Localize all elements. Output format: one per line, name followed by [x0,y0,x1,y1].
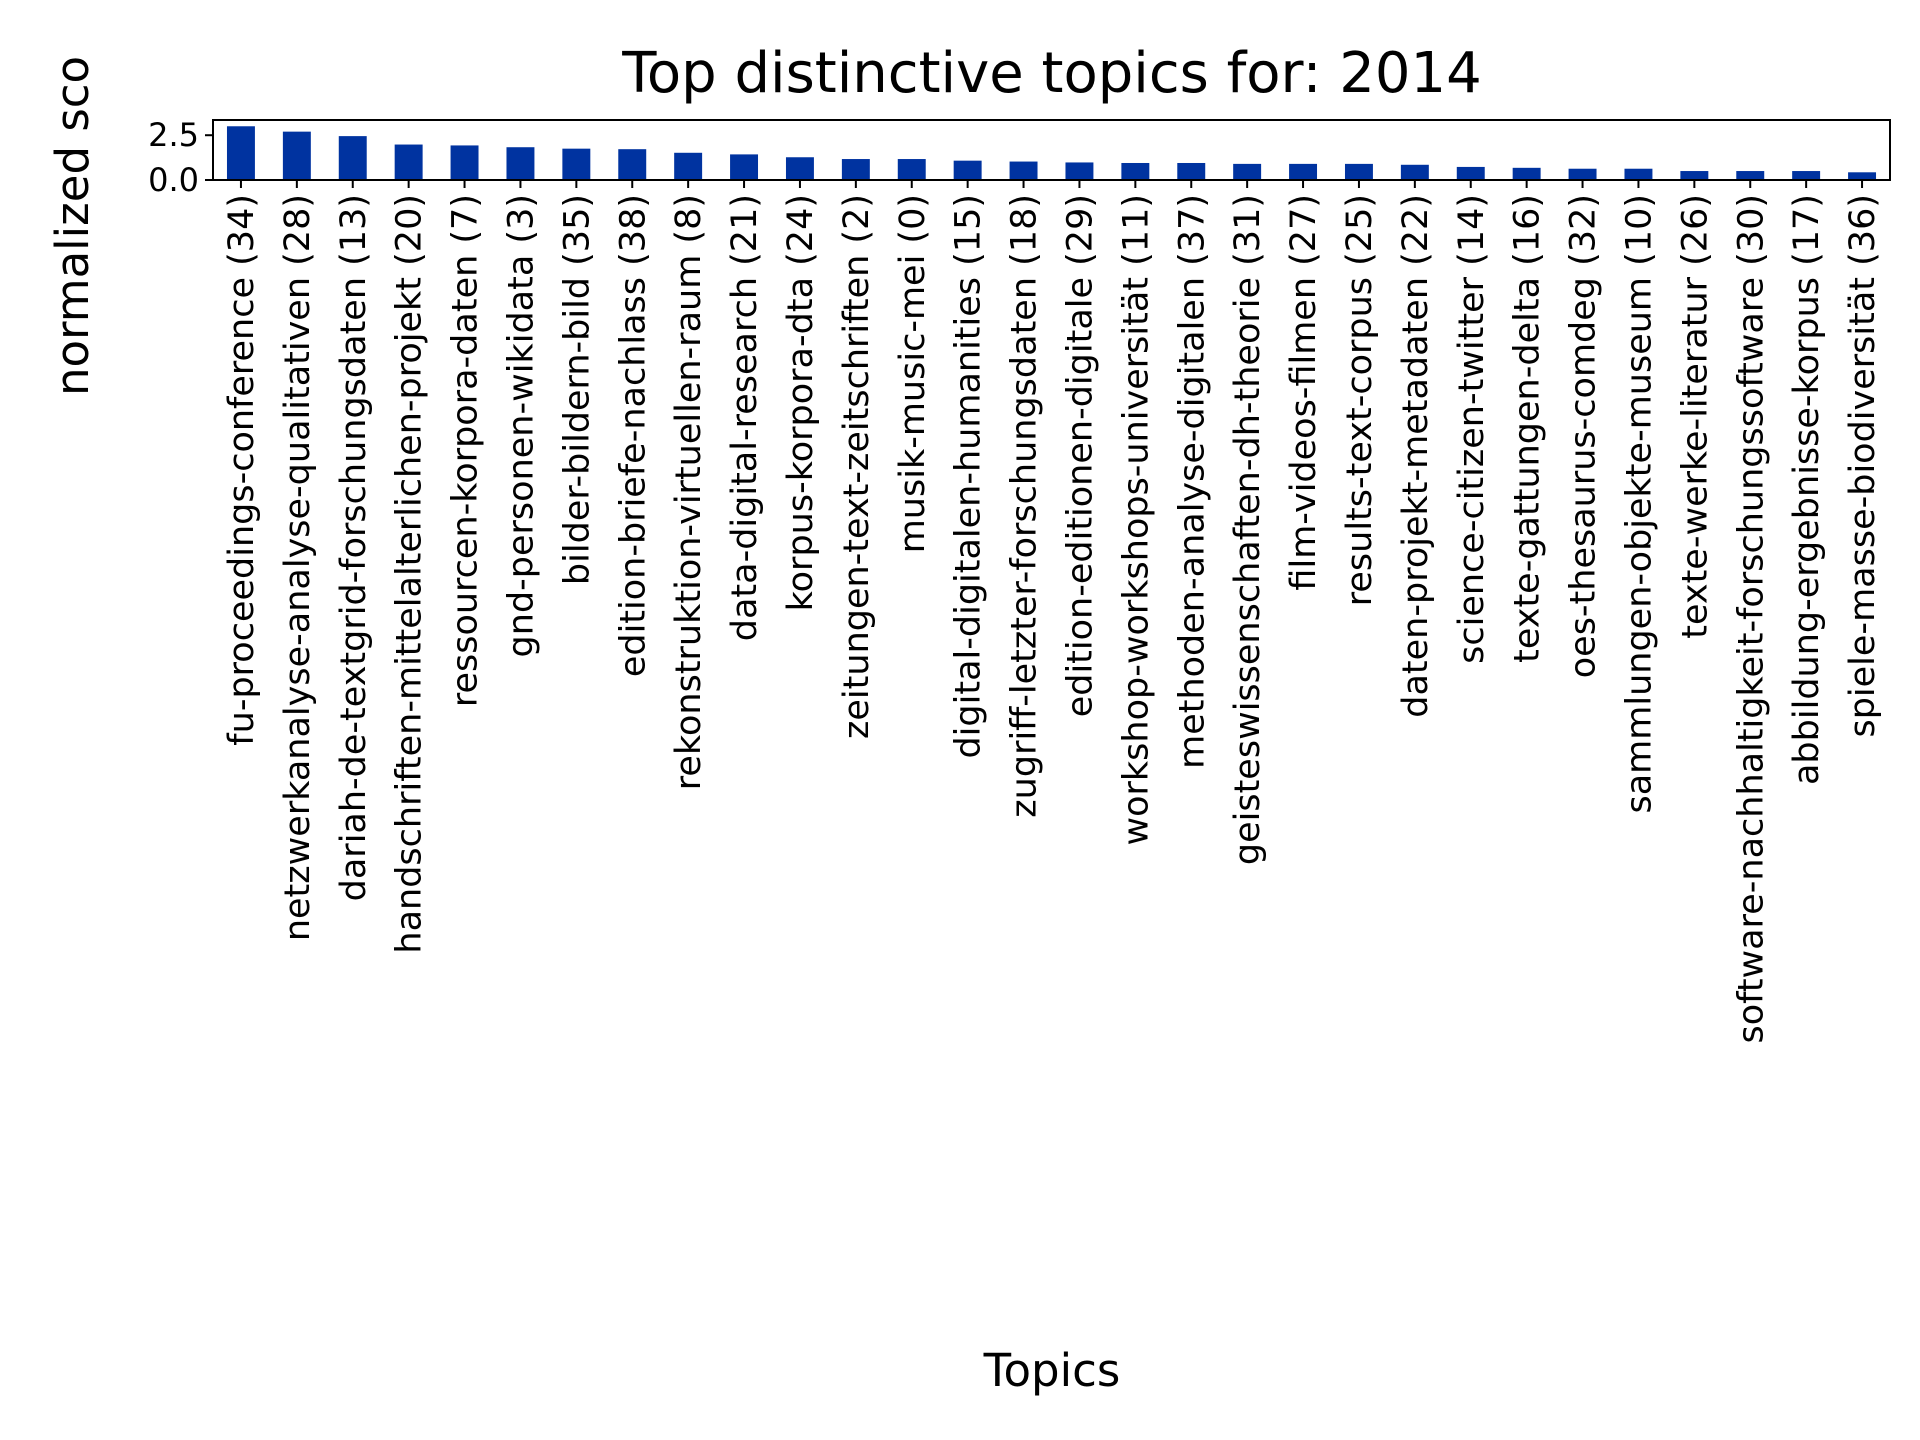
bar [1289,163,1318,180]
bar [1512,167,1541,180]
bar [562,148,591,180]
bar [226,126,255,180]
x-tick-label: results-text-corpus (25) [1340,194,1380,606]
bar [394,144,423,180]
x-tick-label: musik-music-mei (0) [893,194,933,553]
bar [506,147,535,180]
x-tick-label: film-videos-filmen (27) [1284,194,1324,591]
x-tick-label: science-citizen-twitter (14) [1452,194,1492,664]
bar [1624,168,1653,180]
chart-title: Top distinctive topics for: 2014 [621,41,1482,106]
bar [841,159,870,180]
bar [1456,166,1485,180]
x-tick-label: edition-editionen-digitale (29) [1060,194,1100,717]
bar [674,152,703,180]
bar [450,145,479,180]
bar [1009,161,1038,180]
bar [785,157,814,180]
x-tick-label: gnd-personen-wikidata (3) [501,194,541,657]
bar [618,149,647,180]
x-tick-label: texte-werke-literatur (26) [1675,194,1715,639]
bar [1344,163,1373,180]
x-tick-label: rekonstruktion-virtuellen-raum (8) [669,194,709,790]
bar [897,159,926,180]
x-tick-label: oes-thesaurus-comdeg (32) [1564,194,1604,678]
x-tick-label: daten-projekt-metadaten (22) [1396,194,1436,718]
x-tick-label: digital-digitalen-humanities (15) [949,194,989,759]
x-tick-label: fu-proceedings-conference (34) [222,194,262,746]
x-tick-label: sammlungen-objekte-museum (10) [1619,194,1659,814]
x-tick-label: korpus-korpora-dta (24) [781,194,821,611]
x-tick-label: ressourcen-korpora-daten (7) [446,194,486,707]
bar [1233,163,1262,180]
plot-area-frame [212,119,1891,181]
x-tick-label: netzwerkanalyse-analyse-qualitativen (28… [278,194,318,941]
bar [730,154,759,180]
bar [1736,171,1765,180]
bar [1568,168,1597,180]
y-tick-label: 0.0 [148,161,199,199]
bar [1121,162,1150,180]
x-tick-label: spiele-masse-biodiversität (36) [1843,194,1883,738]
x-tick-label: edition-briefe-nachlass (38) [613,194,653,677]
x-tick-label: geisteswissenschaften-dh-theorie (31) [1228,194,1268,865]
bar [953,160,982,180]
x-ticks-group: fu-proceedings-conference (34) netzwerkan… [222,180,1883,1044]
bar [1792,171,1821,180]
x-axis-label: Topics [983,1344,1121,1397]
bar [1065,162,1094,180]
x-tick-label: abbildung-ergebnisse-korpus (17) [1787,194,1827,785]
x-tick-label: bilder-bildern-bild (35) [557,194,597,585]
bar [282,131,311,180]
x-tick-label: handschriften-mittelalterlichen-projekt … [390,194,430,954]
bar [1400,164,1429,180]
x-tick-label: methoden-analyse-digitalen (37) [1172,194,1212,769]
y-axis-label: normalized sco [46,56,99,396]
x-tick-label: zugriff-letzter-forschungsdaten (18) [1005,194,1045,818]
bar [1848,172,1877,180]
bars-group [226,126,1877,180]
x-tick-label: texte-gattungen-delta (16) [1508,194,1548,663]
x-tick-label: zeitungen-text-zeitschriften (2) [837,194,877,739]
bar [338,136,367,180]
x-tick-label: dariah-de-textgrid-forschungsdaten (13) [334,194,374,901]
x-tick-label: data-digital-research (21) [725,194,765,641]
x-tick-label: software-nachhaltigkeit-forschungssoftwa… [1731,194,1771,1044]
y-ticks-group: 0.02.5 [148,116,213,199]
y-tick-label: 2.5 [148,116,199,154]
bar [1177,162,1206,180]
x-tick-label: workshop-workshops-universität (11) [1116,194,1156,846]
bar [1680,171,1709,180]
